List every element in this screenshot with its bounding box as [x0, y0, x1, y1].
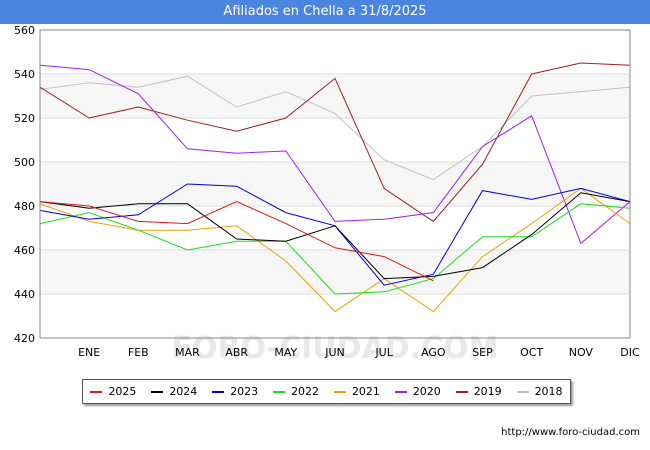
y-tick-label: 420 [14, 332, 35, 345]
series-line-2019 [39, 62, 631, 223]
legend-swatch [212, 390, 225, 393]
legend-item-2020: 2020 [394, 385, 441, 398]
legend-label: 2020 [412, 385, 441, 398]
legend-swatch [333, 390, 346, 393]
source-url[interactable]: http://www.foro-ciudad.com [501, 427, 640, 438]
legend: 2025 2024 2023 2022 2021 2020 2019 2018 [82, 379, 571, 404]
legend-label: 2022 [291, 385, 320, 398]
x-axis-labels: ENE FEB MAR ABR MAY JUN JUL AGO SEP OCT NOV DIC [78, 346, 640, 359]
legend-swatch [455, 390, 468, 393]
legend-item-2024: 2024 [151, 385, 197, 398]
x-tick-label: NOV [569, 346, 594, 359]
chart-title: Afiliados en Chella a 31/8/2025 [0, 0, 650, 24]
legend-swatch [516, 390, 529, 393]
plot-bands [40, 30, 630, 338]
series-line-2022 [39, 203, 631, 295]
legend-swatch [151, 390, 164, 393]
legend-item-2021: 2021 [333, 385, 380, 398]
legend-label: 2023 [230, 385, 259, 398]
x-tick-label: FEB [128, 346, 149, 359]
plot-band [40, 294, 630, 338]
y-tick-label: 520 [14, 112, 35, 125]
x-tick-label: MAR [175, 346, 200, 359]
x-tick-label: JUL [374, 346, 393, 359]
x-tick-label: ABR [225, 346, 248, 359]
plot-frame [39, 29, 631, 339]
legend-swatch [90, 390, 103, 393]
legend-item-2019: 2019 [455, 385, 502, 398]
x-tick-label: OCT [520, 346, 543, 359]
series-line-2025 [39, 201, 434, 282]
legend-label: 2021 [351, 385, 380, 398]
plot-band [40, 74, 630, 118]
legend-label: 2019 [473, 385, 502, 398]
x-tick-label: ENE [78, 346, 100, 359]
y-tick-label: 540 [14, 68, 35, 81]
series-line-2018 [39, 75, 631, 181]
y-axis-labels: 420 440 460 480 500 520 540 560 [14, 24, 35, 345]
series-lines [39, 62, 631, 313]
legend-label: 2018 [534, 385, 563, 398]
legend-label: 2025 [108, 385, 137, 398]
x-tick-label: SEP [472, 346, 493, 359]
plot-band [40, 250, 630, 294]
y-tick-label: 560 [14, 24, 35, 37]
legend-item-2022: 2022 [273, 385, 319, 398]
plot-band [40, 162, 630, 206]
plot-band [40, 30, 630, 74]
x-tick-label: MAY [274, 346, 297, 359]
y-tick-label: 460 [14, 244, 35, 257]
legend-item-2018: 2018 [516, 385, 563, 398]
plot-band [40, 206, 630, 250]
legend-item-2023: 2023 [212, 385, 258, 398]
series-line-2020 [39, 64, 631, 245]
legend-swatch [394, 390, 407, 393]
series-line-2024 [39, 192, 631, 280]
watermark-text: FORO-CIUDAD.COM [172, 331, 499, 366]
y-tick-label: 440 [14, 288, 35, 301]
legend-item-2025: 2025 [90, 385, 136, 398]
y-tick-label: 500 [14, 156, 35, 169]
x-tick-label: AGO [421, 346, 446, 359]
y-tick-label: 480 [14, 200, 35, 213]
x-tick-label: DIC [620, 346, 640, 359]
legend-label: 2024 [169, 385, 198, 398]
legend-swatch [273, 390, 286, 393]
plot-band [40, 118, 630, 162]
x-tick-label: JUN [324, 346, 345, 359]
